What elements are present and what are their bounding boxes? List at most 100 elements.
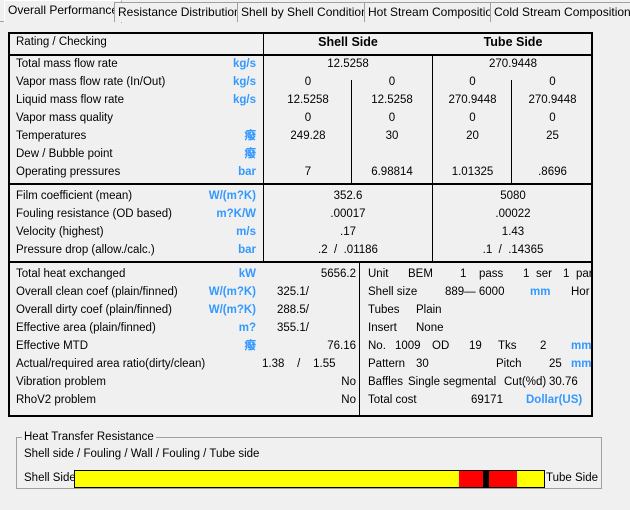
row-label: Velocity (highest) xyxy=(16,226,104,238)
unit-label: W/(m?K) xyxy=(208,304,256,316)
shell-size-label: Shell size xyxy=(368,286,418,298)
total-cost-label: Total cost xyxy=(368,394,417,406)
tube-value: .1 / .14365 xyxy=(482,244,544,256)
value-right: 76.16 xyxy=(327,340,356,352)
insert-value: None xyxy=(416,322,444,334)
pitch-value: 25 xyxy=(549,358,562,370)
tube-count: 1009 xyxy=(395,340,421,352)
ser-label: ser xyxy=(536,268,552,280)
value: 288.5/ xyxy=(277,304,309,316)
tab-resistance-distribution[interactable]: Resistance Distribution xyxy=(114,2,245,22)
unit-label: W/(m?K) xyxy=(208,190,256,202)
cost-unit: Dollar(US) xyxy=(526,394,583,406)
tab-overall-performance[interactable]: Overall Performance xyxy=(4,0,123,23)
tube-value: 270.9448 xyxy=(489,58,537,70)
baffles-value: Single segmental xyxy=(408,376,497,388)
row-label: Film coefficient (mean) xyxy=(16,190,133,202)
unit-label: kg/s xyxy=(232,94,256,106)
cut-label: Cut(%d) xyxy=(504,376,547,388)
shell-out-value: 0 xyxy=(388,76,396,88)
shell-in-value: 249.28 xyxy=(290,130,326,142)
divider xyxy=(351,80,352,184)
unit-label: Unit xyxy=(368,268,389,280)
pitch-label: Pitch xyxy=(496,358,522,370)
shell-size-value: 889— 6000 xyxy=(445,286,505,298)
tube-side-label: Tube Side xyxy=(546,472,598,484)
shell-in-value: 0 xyxy=(304,112,312,124)
tube-out-value: 0 xyxy=(549,76,556,88)
heat-transfer-resistance-title: Heat Transfer Resistance xyxy=(22,431,156,444)
tube-unit: mm xyxy=(571,340,592,352)
tube-value: .00022 xyxy=(495,208,531,220)
value: 355.1/ xyxy=(277,322,309,334)
row-label: Pressure drop (allow./calc.) xyxy=(16,244,155,256)
value: 1.38 / 1.55 xyxy=(262,358,336,370)
value: 325.1/ xyxy=(277,286,309,298)
tube-out-value: 25 xyxy=(546,130,559,142)
row-label: Operating pressures xyxy=(16,166,121,178)
pitch-unit: mm xyxy=(571,358,592,370)
unit-label: m? xyxy=(238,322,256,334)
shell-in-value: 0 xyxy=(304,76,312,88)
tubes-value: Plain xyxy=(416,304,442,316)
row-label: Liquid mass flow rate xyxy=(16,94,125,106)
divider xyxy=(511,80,512,184)
cut-value: 30.76 xyxy=(549,376,578,388)
segment-shell-fouling xyxy=(459,471,484,487)
value-right: No xyxy=(341,394,356,406)
shell-value: .17 xyxy=(340,226,356,238)
value-right: 5656.2 xyxy=(320,268,356,280)
row-label: Total mass flow rate xyxy=(16,58,118,70)
unit-label: kg/s xyxy=(232,58,256,70)
row-label: Temperatures xyxy=(16,130,87,142)
shell-out-value: 30 xyxy=(385,130,399,142)
unit-value: BEM xyxy=(408,268,433,280)
pattern-value: 30 xyxy=(416,358,429,370)
row-label: Overall clean coef (plain/finned) xyxy=(16,286,178,298)
shell-out-value: 0 xyxy=(388,112,396,124)
insert-label: Insert xyxy=(368,322,397,334)
divider xyxy=(359,262,360,417)
orientation: Hor xyxy=(571,286,590,298)
tab-bar: Overall Performance Resistance Distribut… xyxy=(0,0,630,23)
od-label: OD xyxy=(432,340,450,352)
segment-tube-side xyxy=(517,471,544,487)
shell-in-value: 7 xyxy=(304,166,312,178)
shell-out-value: 6.98814 xyxy=(371,166,413,178)
par-count: 1 xyxy=(563,268,570,280)
divider xyxy=(8,261,593,263)
tube-in-value: 0 xyxy=(469,112,476,124)
shell-side-label: Shell Side xyxy=(24,472,76,484)
resistance-legend: Shell side / Fouling / Wall / Fouling / … xyxy=(24,448,260,460)
divider xyxy=(8,183,593,185)
tab-shell-by-shell[interactable]: Shell by Shell Conditions xyxy=(237,2,378,22)
divider xyxy=(8,54,593,56)
unit-label: bar xyxy=(238,244,256,256)
resistance-bar xyxy=(74,470,545,488)
shell-value: .00017 xyxy=(330,208,366,220)
tube-in-value: 20 xyxy=(466,130,479,142)
shell-out-value: 12.5258 xyxy=(371,94,413,106)
unit-label: 癈 xyxy=(244,148,257,160)
tube-out-value: 0 xyxy=(549,112,556,124)
rating-checking-title: Rating / Checking xyxy=(16,36,107,48)
row-label: Actual/required area ratio(dirty/clean) xyxy=(16,358,206,370)
baffles-label: Baffles xyxy=(368,376,403,388)
row-label: Vapor mass flow rate (In/Out) xyxy=(16,76,166,88)
tube-in-value: 270.9448 xyxy=(448,94,497,106)
tks-value: 2 xyxy=(540,340,547,352)
unit-label: m/s xyxy=(236,226,256,238)
tab-hot-stream[interactable]: Hot Stream Composition xyxy=(364,2,503,22)
unit-label: m?K/W xyxy=(216,208,256,220)
tab-cold-stream[interactable]: Cold Stream Composition xyxy=(490,2,630,22)
tube-in-value: 0 xyxy=(469,76,476,88)
pass-count: 1 xyxy=(460,268,467,280)
par-label: par xyxy=(576,268,593,280)
row-label: RhoV2 problem xyxy=(16,394,96,406)
shell-value: .2 / .01186 xyxy=(318,244,378,256)
pass-label: pass xyxy=(479,268,504,280)
unit-label: 癈 xyxy=(244,340,257,352)
segment-shell-side xyxy=(75,471,460,487)
row-label: Fouling resistance (OD based) xyxy=(16,208,172,220)
tube-in-value: 1.01325 xyxy=(451,166,494,178)
